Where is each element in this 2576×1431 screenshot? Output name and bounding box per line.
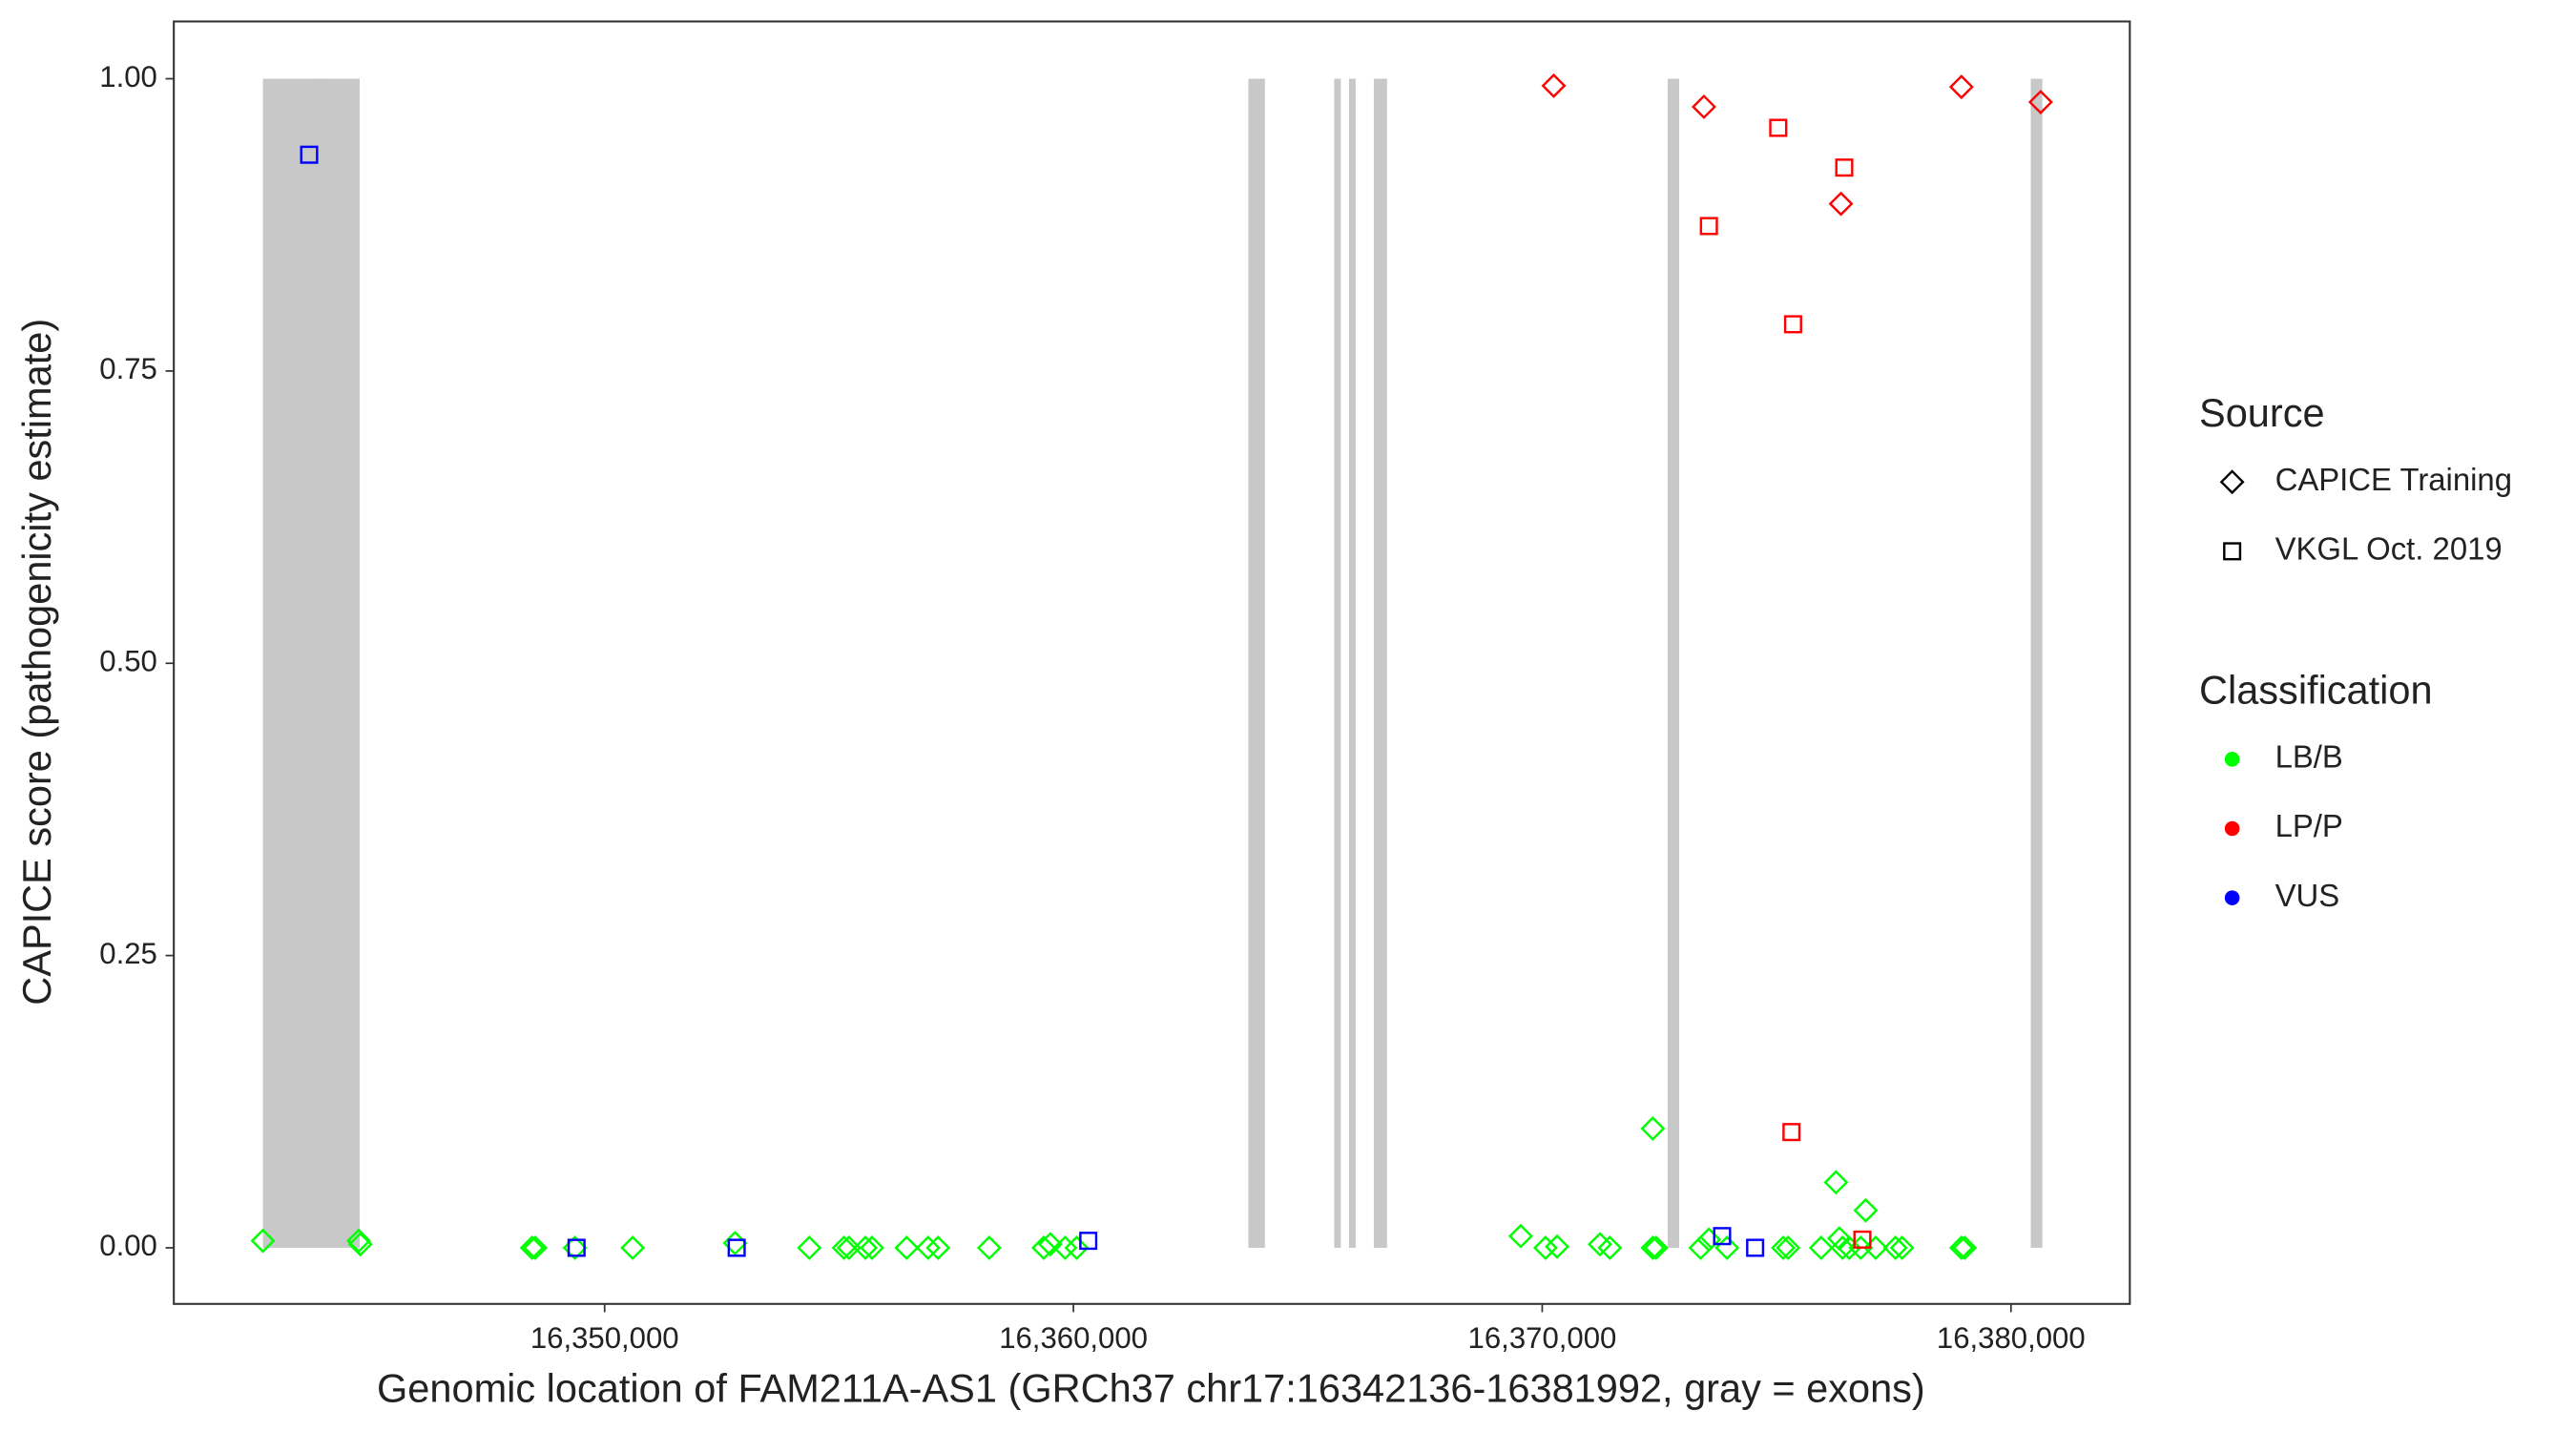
- point: [1882, 1235, 1908, 1260]
- point: [925, 1235, 951, 1260]
- point: [519, 1235, 545, 1260]
- point: [1696, 1227, 1722, 1253]
- point: [1541, 73, 1567, 98]
- point: [1853, 1197, 1879, 1223]
- point: [1640, 1116, 1666, 1141]
- point: [894, 1235, 920, 1260]
- exon: [1334, 78, 1341, 1248]
- point: [1782, 1123, 1801, 1142]
- point: [620, 1235, 646, 1260]
- point: [1889, 1235, 1915, 1260]
- legend-label: VUS: [2275, 878, 2340, 913]
- point: [853, 1235, 879, 1260]
- point: [1052, 1235, 1078, 1260]
- y-tick-label: 0.50: [99, 644, 157, 677]
- point: [1507, 1223, 1533, 1249]
- point: [1691, 93, 1716, 119]
- legend-symbol: [2224, 890, 2240, 905]
- point: [976, 1235, 1002, 1260]
- legend-label: VKGL Oct. 2019: [2275, 531, 2503, 567]
- point: [1776, 1235, 1801, 1260]
- point: [797, 1235, 822, 1260]
- point: [1746, 1238, 1765, 1257]
- point: [300, 145, 319, 164]
- exon: [1248, 78, 1265, 1248]
- point: [1064, 1235, 1090, 1260]
- point: [831, 1235, 857, 1260]
- exon: [1349, 78, 1356, 1248]
- point: [347, 1232, 373, 1257]
- point: [2027, 90, 2053, 115]
- point: [1640, 1235, 1666, 1260]
- x-tick-label: 16,370,000: [1468, 1321, 1617, 1355]
- x-axis-label: Genomic location of FAM211A-AS1 (GRCh37 …: [377, 1365, 1925, 1410]
- y-tick-label: 0.75: [99, 352, 157, 385]
- x-tick-label: 16,350,000: [530, 1321, 679, 1355]
- point: [860, 1235, 884, 1260]
- point: [1545, 1234, 1569, 1259]
- y-tick-label: 0.00: [99, 1229, 157, 1262]
- legend-label: LP/P: [2275, 808, 2343, 843]
- exon: [1667, 78, 1680, 1248]
- point: [915, 1235, 941, 1260]
- point: [1771, 1235, 1797, 1260]
- exon: [1373, 78, 1387, 1248]
- point: [1853, 1230, 1872, 1249]
- point: [1823, 1170, 1849, 1195]
- point: [250, 1228, 276, 1254]
- plot-border: [173, 20, 2131, 1305]
- point: [523, 1235, 549, 1260]
- point: [1030, 1235, 1056, 1260]
- point: [727, 1238, 746, 1257]
- point: [1643, 1235, 1669, 1260]
- point: [1532, 1235, 1558, 1260]
- x-tick-label: 16,360,000: [999, 1321, 1148, 1355]
- point: [1808, 1235, 1834, 1260]
- point: [836, 1235, 862, 1260]
- y-tick-label: 0.25: [99, 937, 157, 970]
- point: [1830, 1235, 1856, 1260]
- point: [1837, 1235, 1862, 1260]
- point: [1835, 158, 1854, 177]
- legend-symbol: [2219, 469, 2245, 495]
- point: [1952, 1235, 1978, 1260]
- point: [1862, 1235, 1888, 1260]
- point: [1597, 1235, 1623, 1260]
- y-axis-label: CAPICE score (pathogenicity estimate): [14, 319, 59, 1006]
- point: [1713, 1227, 1732, 1246]
- point: [346, 1228, 371, 1254]
- exon: [316, 78, 361, 1248]
- point: [1037, 1232, 1063, 1257]
- y-tick-label: 1.00: [99, 60, 157, 93]
- point: [567, 1238, 586, 1257]
- point: [1079, 1232, 1098, 1251]
- legend-label: LB/B: [2275, 739, 2343, 775]
- legend-label: CAPICE Training: [2275, 462, 2512, 497]
- x-tick-label: 16,380,000: [1937, 1321, 2086, 1355]
- point: [1688, 1235, 1714, 1260]
- point: [1948, 1235, 1974, 1260]
- legend-symbol: [2224, 752, 2240, 767]
- legend-title: Classification: [2199, 668, 2433, 713]
- point: [1769, 118, 1788, 137]
- point: [1783, 315, 1802, 334]
- legend-symbol: [2223, 542, 2242, 561]
- legend-title: Source: [2199, 390, 2325, 435]
- point: [1828, 191, 1854, 217]
- exon: [2030, 78, 2043, 1248]
- point: [1948, 74, 1974, 100]
- exon: [262, 78, 326, 1248]
- point: [1699, 217, 1718, 236]
- legend-symbol: [2224, 820, 2240, 837]
